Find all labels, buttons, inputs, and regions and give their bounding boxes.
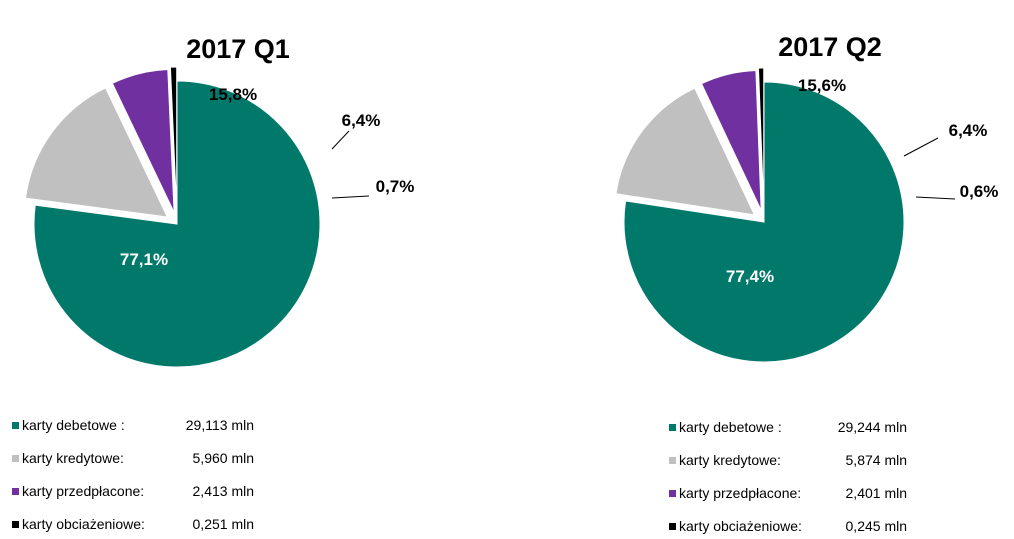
- legend-swatch: [12, 422, 19, 429]
- legend-swatch: [669, 523, 676, 530]
- legend-item: karty debetowe : 29,113 mln: [12, 416, 254, 434]
- legend-item: karty przedpłacone: 2,413 mln: [12, 482, 254, 500]
- legend-item: karty kredytowe: 5,960 mln: [12, 449, 254, 467]
- legend-item: karty obciażeniowe: 0,251 mln: [12, 515, 254, 533]
- legend-swatch: [12, 521, 19, 528]
- label-karty-debetowe: 77,4%: [726, 267, 774, 286]
- legend-label: karty przedpłacone:: [679, 485, 802, 501]
- legend-label: karty debetowe :: [22, 417, 125, 433]
- legend-value: 29,113 mln: [185, 417, 254, 433]
- labels-q2: 77,4% 15,6% 6,4% 0,6%: [726, 76, 998, 286]
- label-karty-przedplacone: 6,4%: [342, 111, 381, 130]
- slice-karty-debetowe: [623, 81, 905, 363]
- chart-title-q1: 2017 Q1: [186, 34, 290, 64]
- chart-q2: 2017 Q2 77,4% 15,6% 6,4% 0,6%: [615, 32, 998, 363]
- leader-line: [331, 130, 350, 150]
- legend-item: karty obciażeniowe: 0,245 mln: [669, 517, 907, 535]
- legend-item: karty kredytowe: 5,874 mln: [669, 451, 907, 469]
- legend-swatch: [669, 457, 676, 464]
- legend-label: karty debetowe :: [679, 419, 782, 435]
- label-karty-debetowe: 77,1%: [120, 250, 168, 269]
- legend-value: 5,874 mln: [845, 452, 907, 468]
- leader-line: [331, 195, 370, 199]
- legend-value: 2,401 mln: [845, 485, 907, 501]
- label-karty-przedplacone: 6,4%: [949, 121, 988, 140]
- legend-item: karty przedpłacone: 2,401 mln: [669, 484, 907, 502]
- label-karty-kredytowe: 15,8%: [209, 85, 257, 104]
- slices-q2: [615, 67, 905, 363]
- slice-karty-obciazeniowe: [169, 66, 178, 211]
- legend-swatch: [12, 488, 19, 495]
- legend-label: karty obciażeniowe:: [22, 516, 145, 532]
- legend-value: 2,413 mln: [192, 483, 254, 499]
- legend-value: 0,245 mln: [845, 518, 907, 534]
- leader-line: [903, 137, 939, 157]
- legend-value: 5,960 mln: [192, 450, 254, 466]
- legend-item: karty debetowe : 29,244 mln: [669, 418, 907, 436]
- slice-karty-obciazeniowe: [757, 67, 765, 209]
- slice-karty-kredytowe: [615, 87, 756, 216]
- labels-q1: 77,1% 15,8% 6,4% 0,7%: [120, 85, 414, 269]
- legend-swatch: [669, 490, 676, 497]
- chart-q1: 2017 Q1 77,1% 15,8% 6,4% 0,7%: [24, 34, 414, 368]
- slice-karty-przedplacone: [111, 68, 175, 213]
- slices-q1: [24, 66, 321, 368]
- slice-karty-debetowe: [33, 80, 321, 368]
- label-karty-kredytowe: 15,6%: [798, 76, 846, 95]
- slice-karty-przedplacone: [700, 69, 762, 211]
- label-karty-obciazeniowe: 0,7%: [376, 177, 415, 196]
- legend-swatch: [669, 424, 676, 431]
- legend-value: 29,244 mln: [837, 419, 907, 435]
- slice-karty-kredytowe: [24, 87, 169, 218]
- legend-value: 0,251 mln: [192, 516, 254, 532]
- legend-label: karty kredytowe:: [22, 450, 124, 466]
- legend-swatch: [12, 455, 19, 462]
- chart-title-q2: 2017 Q2: [778, 32, 882, 62]
- label-karty-obciazeniowe: 0,6%: [960, 182, 999, 201]
- legend-label: karty kredytowe:: [679, 452, 781, 468]
- legend-label: karty obciażeniowe:: [679, 518, 802, 534]
- leader-line: [915, 196, 956, 200]
- legend-label: karty przedpłacone:: [22, 483, 145, 499]
